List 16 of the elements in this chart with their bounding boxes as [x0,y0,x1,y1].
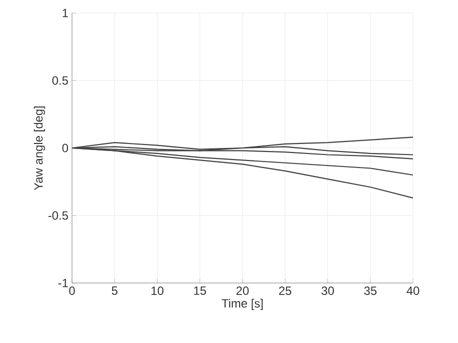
x-tick-label: 10 [152,286,164,295]
x-tick-label: 20 [236,286,249,295]
y-tick-label: 0.5 [52,76,68,85]
x-tick-label: 15 [194,286,206,295]
x-tick-label: 25 [279,286,292,295]
x-axis-title: Time [s] [222,298,263,310]
y-tick-label: -0.5 [48,211,68,220]
x-tick-label: 35 [364,286,377,295]
x-tick-label: 5 [112,286,118,295]
y-tick-label: 1 [62,8,68,18]
y-tick-label: -1 [58,278,68,288]
y-tick-label: 0 [62,144,68,152]
x-tick-label: 40 [406,286,420,295]
x-tick-label: 30 [322,286,334,295]
x-tick-label: 0 [69,286,75,295]
y-axis-title: Yaw angle [deg] [34,106,46,190]
